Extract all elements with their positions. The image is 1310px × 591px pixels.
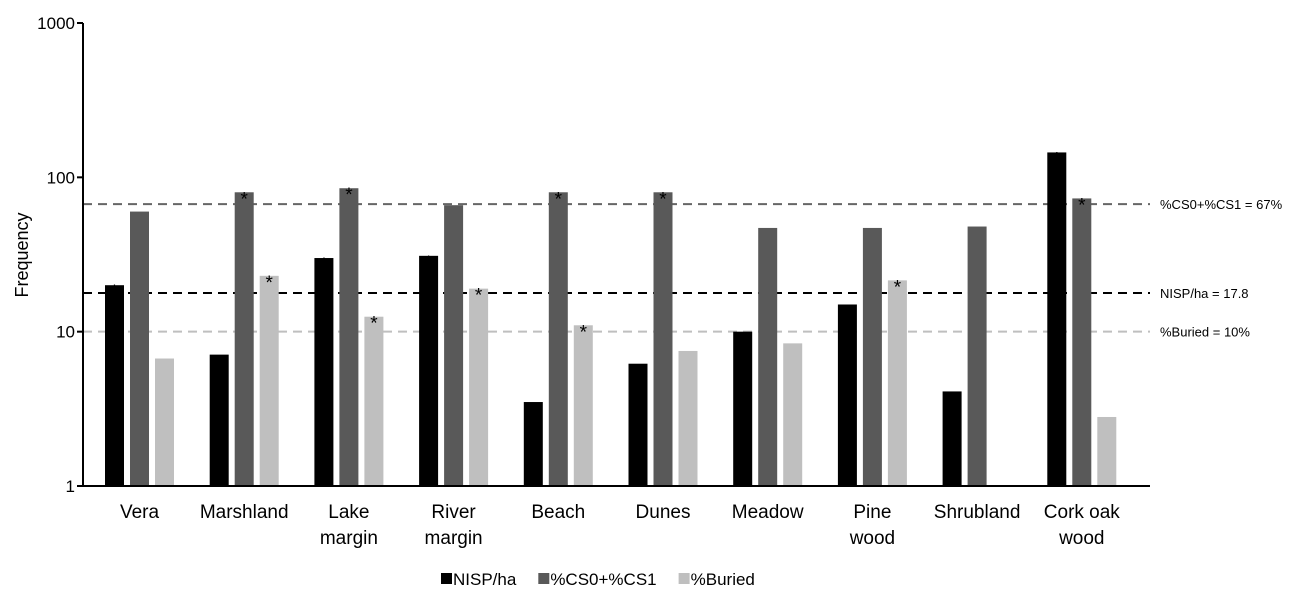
significance-marker: * (580, 322, 588, 343)
reference-line-label: NISP/ha = 17.8 (1160, 286, 1249, 301)
significance-marker: * (320, 255, 328, 276)
bar (1047, 152, 1067, 486)
category-label: margin (425, 528, 483, 549)
bar (105, 285, 124, 486)
significance-marker: * (425, 253, 433, 274)
bar (837, 304, 857, 486)
bar (444, 205, 464, 486)
bar (155, 358, 174, 486)
category-label: River (431, 502, 476, 523)
bar (862, 227, 882, 486)
reference-line-label: %Buried = 10% (1160, 325, 1250, 340)
y-tick-label: 10 (56, 323, 75, 342)
significance-marker: * (1053, 149, 1061, 170)
y-tick-label: 1 (66, 477, 75, 496)
bar (523, 402, 543, 486)
bar (887, 280, 907, 486)
significance-marker: * (475, 286, 483, 307)
bar (942, 391, 962, 486)
bar (653, 192, 673, 486)
category-labels: Vera Marshland Lake margin River margin Beach D… (120, 502, 1120, 549)
significance-marker: * (1078, 195, 1086, 216)
bar (419, 255, 439, 486)
legend-swatch (678, 573, 690, 584)
reference-line-label: %CS0+%CS1 = 67% (1160, 197, 1283, 212)
reference-line-labels: %CS0+%CS1 = 67% NISP/ha = 17.8 %Buried = 1… (1160, 197, 1283, 339)
legend-label: NISP/ha (453, 570, 517, 589)
legend: NISP/ha %CS0+%CS1 %Buried (441, 570, 755, 589)
significance-marker: * (345, 185, 353, 206)
category-label: Dunes (636, 502, 691, 523)
category-label: Pine (853, 502, 891, 523)
significance-marker: * (111, 282, 119, 303)
category-label: Vera (120, 502, 160, 523)
category-label: Lake (328, 502, 369, 523)
significance-marker: * (659, 189, 667, 210)
bar (209, 354, 229, 486)
bar (1097, 416, 1117, 486)
category-label: margin (320, 528, 378, 549)
bar (967, 226, 987, 486)
category-label: Shrubland (934, 502, 1021, 523)
significance-marker: * (894, 277, 902, 298)
bar (259, 275, 279, 486)
category-label: Beach (531, 502, 585, 523)
significance-marker: * (370, 314, 378, 335)
axes: 1 10 100 1000 (37, 14, 1150, 496)
bar (573, 325, 593, 486)
bar (339, 188, 359, 486)
bar (364, 316, 384, 486)
y-axis-title: Frequency (12, 212, 32, 297)
legend-swatch (441, 573, 452, 584)
bar (314, 258, 334, 486)
category-label: Cork oak (1044, 502, 1121, 523)
category-label: Meadow (732, 502, 804, 523)
bars (105, 152, 1117, 486)
bar (469, 288, 489, 486)
bar (783, 343, 803, 486)
legend-label: %Buried (691, 570, 755, 589)
bar (130, 211, 149, 486)
significance-marker: * (265, 273, 273, 294)
bar (733, 331, 753, 486)
significance-markers: * * * * * * * * * * * * * * (111, 149, 1086, 343)
legend-swatch (538, 573, 550, 584)
category-label: Marshland (200, 502, 289, 523)
bar (628, 363, 648, 486)
bar (678, 350, 698, 486)
y-tick-label: 100 (47, 168, 75, 187)
significance-marker: * (555, 189, 563, 210)
category-label: wood (1058, 528, 1104, 549)
significance-marker: * (240, 189, 248, 210)
bar (234, 192, 254, 486)
bar (1072, 198, 1092, 486)
legend-label: %CS0+%CS1 (550, 570, 656, 589)
bar (548, 192, 568, 486)
bar (758, 227, 778, 486)
category-label: wood (849, 528, 895, 549)
y-tick-label: 1000 (37, 14, 75, 33)
